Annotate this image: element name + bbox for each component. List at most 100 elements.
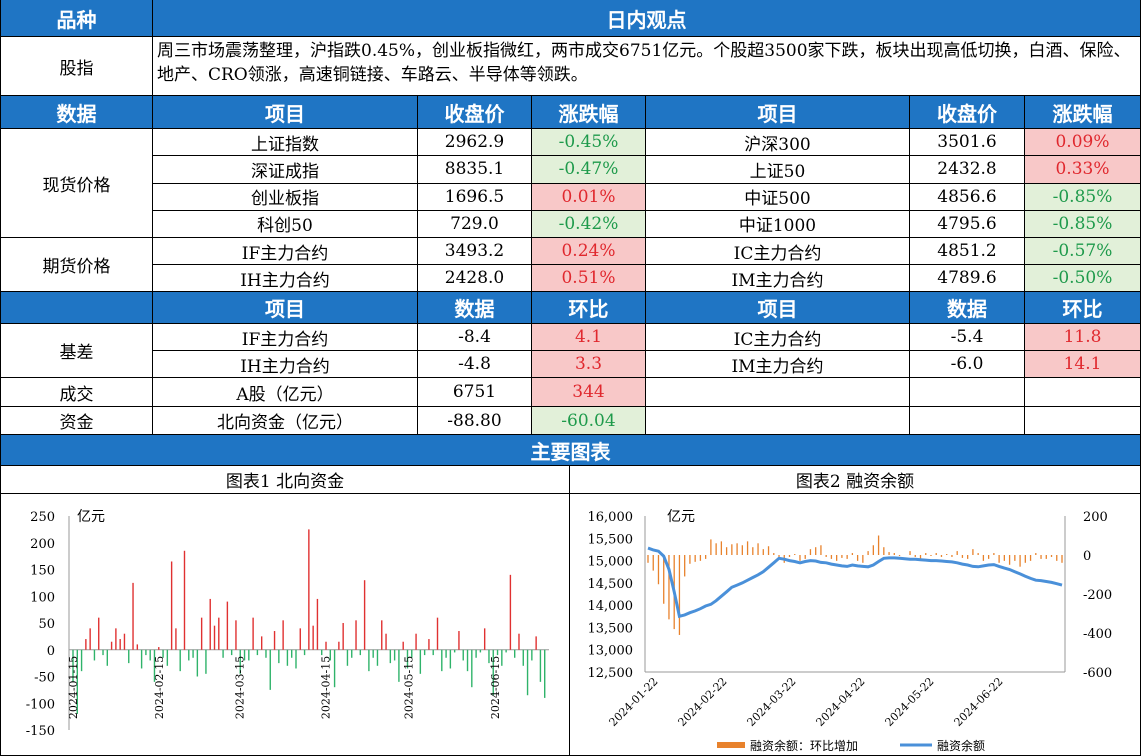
turnover-item: A股（亿元） bbox=[153, 378, 418, 407]
table-row-value: -6.0 bbox=[910, 351, 1025, 378]
turnover-mom: 344 bbox=[532, 378, 646, 407]
y-tick-label: 200 bbox=[30, 537, 55, 552]
table-row-close: 3493.2 bbox=[418, 238, 532, 265]
table-row-value: -4.8 bbox=[418, 351, 532, 378]
y-tick-label: 15,500 bbox=[588, 532, 634, 547]
x-tick-label: 2024-05-22 bbox=[883, 675, 937, 729]
table-row-change: -0.85% bbox=[1025, 210, 1141, 238]
table-row-change: 0.33% bbox=[1025, 156, 1141, 184]
data-header-section: 数据 bbox=[0, 96, 153, 129]
x-tick-label: 2024-04-15 bbox=[320, 656, 333, 719]
table-row-change: -0.85% bbox=[1025, 183, 1141, 211]
table-row-item: IM主力合约 bbox=[646, 351, 910, 378]
spot-label: 现货价格 bbox=[0, 129, 153, 238]
table-row-item: IF主力合约 bbox=[153, 324, 418, 351]
empty-cell bbox=[646, 407, 910, 435]
table-row-close: 729.0 bbox=[418, 210, 532, 238]
x-tick-label: 2024-03-15 bbox=[233, 656, 246, 719]
margin-balance-chart: 16,000 15,500 15,000 14,500 14,000 13,500 13,0… bbox=[588, 509, 1113, 753]
table-row-item: IM主力合约 bbox=[646, 265, 910, 292]
x-tick-label: 2024-06-15 bbox=[489, 656, 502, 719]
table-row-item: 创业板指 bbox=[153, 183, 418, 211]
y-tick-label: 12,500 bbox=[588, 666, 634, 681]
y-tick-label: 0 bbox=[47, 644, 55, 659]
empty-cell bbox=[646, 378, 910, 407]
table-row-change: 0.01% bbox=[532, 183, 646, 211]
table-row-close: 4851.2 bbox=[910, 238, 1025, 265]
table-row-item: IC主力合约 bbox=[646, 324, 910, 351]
y-axis-label: 亿元 bbox=[667, 509, 695, 525]
table-row-close: 2432.8 bbox=[910, 156, 1025, 184]
table-row-item: 中证1000 bbox=[646, 210, 910, 238]
table-row-item: 深证成指 bbox=[153, 156, 418, 184]
table-row-change: -0.47% bbox=[532, 156, 646, 184]
table-row-close: 2428.0 bbox=[418, 265, 532, 292]
legend-line-label: 融资余额 bbox=[937, 738, 985, 753]
y-tick-label: 14,500 bbox=[588, 577, 634, 592]
funds-label: 资金 bbox=[0, 407, 153, 435]
x-tick-label: 2024-06-22 bbox=[952, 675, 1006, 729]
table-row-mom: 11.8 bbox=[1025, 324, 1141, 351]
header-variety: 品种 bbox=[0, 0, 153, 37]
table-row-change: -0.57% bbox=[1025, 238, 1141, 265]
data-header-item: 项目 bbox=[153, 96, 418, 129]
legend-bar-label: 融资余额：环比增加 bbox=[750, 738, 858, 753]
chart-panel-1: 图表1 北向资金 250 200 150 100 50 0 -50 -100 -150 亿元 2024… bbox=[0, 466, 585, 756]
x-tick-label: 2024-02-22 bbox=[676, 675, 730, 729]
basis-header-blank bbox=[0, 292, 153, 324]
y-tick-label: 16,000 bbox=[588, 510, 634, 525]
x-tick-label: 2024-03-22 bbox=[745, 675, 799, 729]
stock-index-view: 周三市场震荡整理，沪指跌0.45%，创业板指微红，两市成交6751亿元。个股超3… bbox=[153, 37, 1141, 96]
y2-tick-label: -400 bbox=[1083, 627, 1112, 642]
table-row-change: -0.42% bbox=[532, 210, 646, 238]
table-row-close: 4795.6 bbox=[910, 210, 1025, 238]
y2-tick-label: 0 bbox=[1083, 549, 1091, 564]
basis-header-data-right: 数据 bbox=[910, 292, 1025, 324]
chart-panel-2: 图表2 融资余额 16,000 15,500 15,000 14,500 14,000 13… bbox=[570, 466, 1141, 756]
table-row-item: 上证指数 bbox=[153, 129, 418, 157]
y-tick-label: 250 bbox=[30, 510, 55, 525]
header-view: 日内观点 bbox=[153, 0, 1141, 37]
turnover-value: 6751 bbox=[418, 378, 532, 407]
futures-label: 期货价格 bbox=[0, 238, 153, 292]
stock-index-label: 股指 bbox=[0, 37, 153, 96]
funds-mom: -60.04 bbox=[532, 407, 646, 435]
basis-label: 基差 bbox=[0, 324, 153, 378]
legend-bar-swatch bbox=[717, 742, 745, 748]
y-tick-label: 13,500 bbox=[588, 621, 634, 636]
table-row-item: IF主力合约 bbox=[153, 238, 418, 265]
table-row-item: 中证500 bbox=[646, 183, 910, 211]
charts-section-title: 主要图表 bbox=[0, 435, 1141, 466]
data-header-close-right: 收盘价 bbox=[910, 96, 1025, 129]
table-row-close: 1696.5 bbox=[418, 183, 532, 211]
table-row-close: 3501.6 bbox=[910, 129, 1025, 157]
y-tick-label: 50 bbox=[38, 617, 55, 632]
data-header-change-right: 涨跌幅 bbox=[1025, 96, 1141, 129]
table-row-change: -0.50% bbox=[1025, 265, 1141, 292]
data-header-item-right: 项目 bbox=[646, 96, 910, 129]
basis-header-data: 数据 bbox=[418, 292, 532, 324]
basis-header-item-right: 项目 bbox=[646, 292, 910, 324]
table-row-item: IH主力合约 bbox=[153, 265, 418, 292]
table-row-close: 4856.6 bbox=[910, 183, 1025, 211]
basis-header-mom: 环比 bbox=[532, 292, 646, 324]
table-row-item: 科创50 bbox=[153, 210, 418, 238]
table-row-close: 2962.9 bbox=[418, 129, 532, 157]
table-row-item: IC主力合约 bbox=[646, 238, 910, 265]
x-tick-label: 2024-05-15 bbox=[403, 656, 416, 719]
table-row-change: 0.24% bbox=[532, 238, 646, 265]
table-row-mom: 4.1 bbox=[532, 324, 646, 351]
table-row-change: 0.09% bbox=[1025, 129, 1141, 157]
basis-header-mom-right: 环比 bbox=[1025, 292, 1141, 324]
table-row-item: 沪深300 bbox=[646, 129, 910, 157]
empty-cell bbox=[1025, 378, 1141, 407]
basis-header-item: 项目 bbox=[153, 292, 418, 324]
table-row-item: 上证50 bbox=[646, 156, 910, 184]
y-tick-label: 100 bbox=[30, 590, 55, 605]
x-tick-label: 2024-02-15 bbox=[153, 656, 166, 719]
table-row-close: 8835.1 bbox=[418, 156, 532, 184]
empty-cell bbox=[910, 407, 1025, 435]
table-row-item: IH主力合约 bbox=[153, 351, 418, 378]
turnover-label: 成交 bbox=[0, 378, 153, 407]
